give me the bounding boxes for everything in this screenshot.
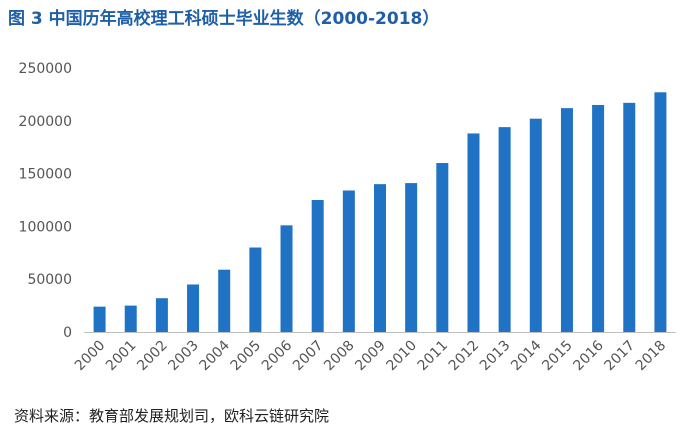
bar [498,127,511,332]
bar [311,200,324,332]
bar [218,269,231,332]
bar [436,163,449,332]
bar [342,190,355,332]
x-tick-label: 2000 [72,338,109,375]
bar [592,104,605,333]
y-tick-label: 50000 [27,272,72,288]
bar [529,118,542,332]
y-tick-label: 0 [63,325,72,341]
x-tick-label: 2006 [259,337,296,374]
bar [374,184,386,332]
bar [560,108,573,333]
x-tick-label: 2016 [570,337,607,374]
x-tick-label: 2005 [228,338,265,375]
source-note: 资料来源：教育部发展规划司，欧科云链研究院 [14,407,330,425]
y-tick-label: 200000 [19,114,72,130]
x-axis: 2000200120022003200420052006200720082009… [72,332,676,375]
x-tick-label: 2015 [539,338,576,375]
bar [155,298,168,332]
x-tick-label: 2007 [290,338,327,375]
x-tick-label: 2013 [477,338,514,375]
bars [93,92,667,333]
x-tick-label: 2018 [633,338,670,375]
x-tick-label: 2011 [415,338,452,375]
x-tick-label: 2010 [383,338,420,375]
x-tick-label: 2003 [165,338,202,375]
y-tick-label: 100000 [19,219,72,235]
x-tick-label: 2002 [134,338,171,375]
x-tick-label: 2004 [197,337,234,374]
bar [187,284,200,332]
y-axis: 0 50000 100000 150000 200000 250000 [19,61,72,341]
y-tick-label: 250000 [19,61,72,77]
chart-title: 图 3 中国历年高校理工科硕士毕业生数（2000-2018） [8,9,440,29]
bar [124,305,137,332]
bar [654,92,667,333]
x-tick-label: 2012 [446,338,483,375]
x-tick-label: 2009 [352,338,389,375]
bar [623,102,636,333]
x-tick-label: 2014 [508,337,545,374]
y-tick-label: 150000 [19,167,72,183]
bar [93,306,106,332]
x-tick-label: 2017 [602,338,639,375]
bar [467,133,480,332]
bar [249,247,262,332]
x-tick-label: 2008 [321,338,358,375]
bar [405,183,418,332]
x-tick-label: 2001 [103,338,140,375]
bar [280,225,293,332]
